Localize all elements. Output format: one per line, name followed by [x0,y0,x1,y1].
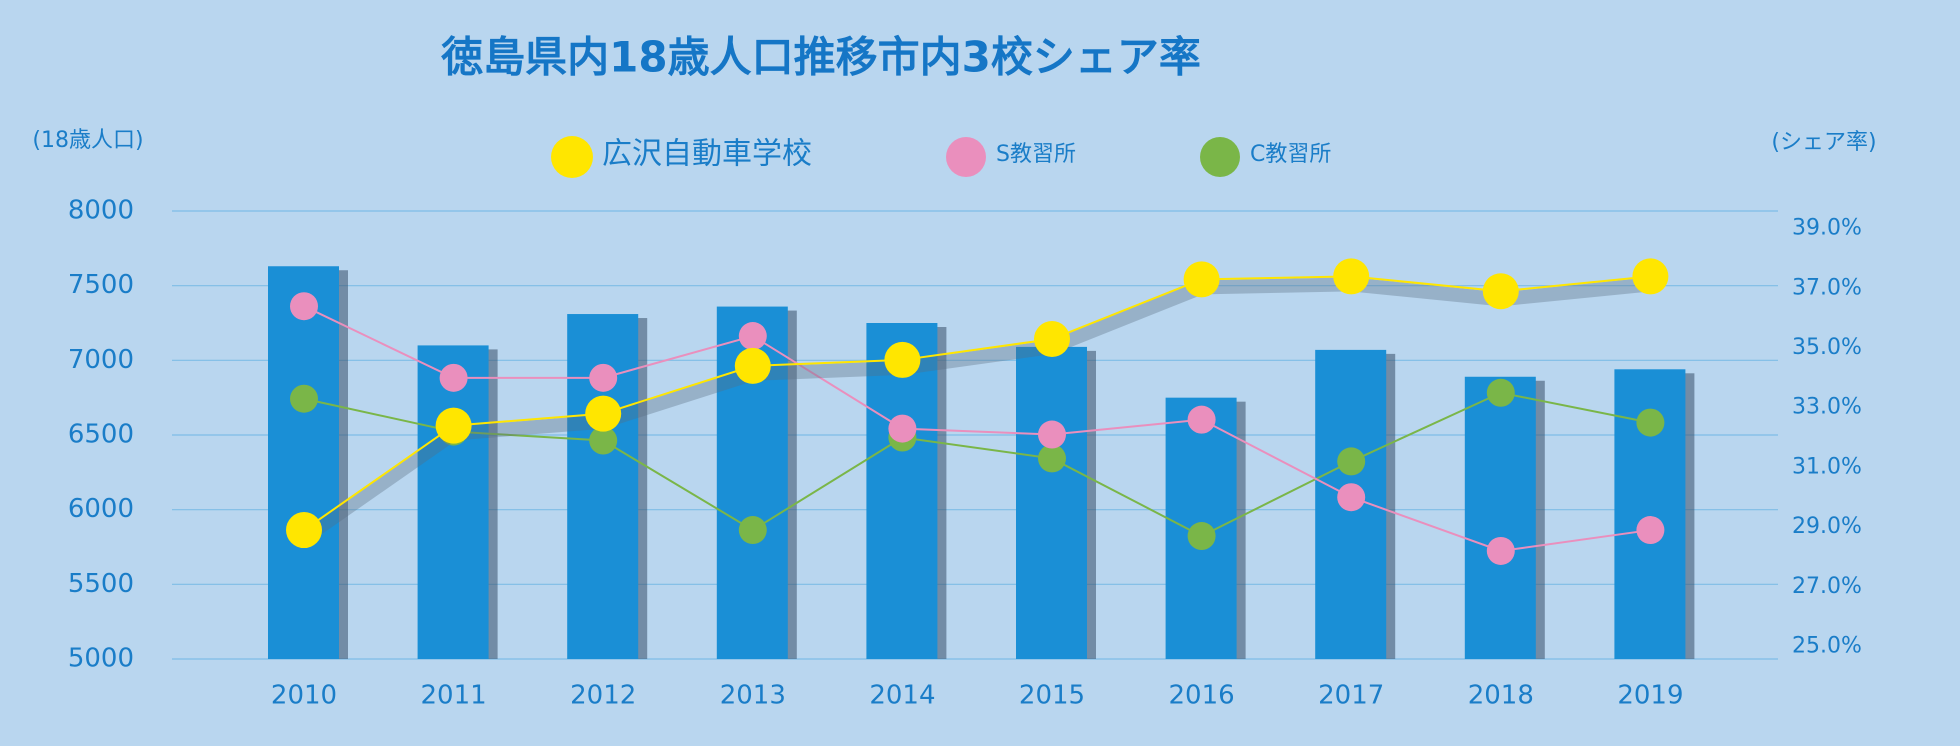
point [589,363,618,392]
y2-tick-label: 29.0% [1792,514,1862,539]
point [734,347,771,384]
point [1038,444,1066,473]
legend-label: C教習所 [1250,142,1331,167]
point [585,395,622,432]
point [1482,273,1519,310]
point [884,341,921,378]
x-tick-label: 2014 [869,681,935,711]
point [1034,321,1070,358]
y-tick-label: 8000 [68,196,134,226]
legend-marker [551,136,593,178]
point [1632,258,1669,295]
bar [417,345,489,659]
y2-tick-label: 39.0% [1792,216,1862,241]
point [1183,261,1220,298]
bar [866,323,938,659]
line-shadow [299,277,1652,544]
y-tick-label: 6000 [68,494,134,524]
line [303,275,1651,531]
y2-tick-label: 31.0% [1792,454,1862,479]
legend-marker [1200,137,1240,177]
y-tick-label: 7000 [68,345,134,375]
x-tick-label: 2019 [1617,681,1683,711]
point [1337,483,1366,512]
chart-title: 徳島県内18歳人口推移市内3校シェア率 [440,33,1201,82]
y-tick-label: 6500 [68,420,134,450]
point [1038,420,1066,449]
point [290,384,318,413]
point [1636,408,1665,437]
bar [268,266,339,659]
point [290,292,318,321]
y2-tick-label: 33.0% [1792,395,1862,420]
line [303,391,1651,538]
point [1333,258,1370,295]
point [738,516,767,545]
point [1486,378,1515,407]
y2-tick-label: 35.0% [1792,335,1862,360]
y-tick-label: 5500 [68,569,134,599]
y2-tick-label: 27.0% [1792,574,1862,599]
y-tick-label: 5000 [68,644,134,674]
point [1486,536,1515,565]
x-tick-label: 2010 [271,681,337,711]
x-tick-label: 2016 [1169,681,1235,711]
y2-tick-label: 37.0% [1792,275,1862,300]
point [589,426,618,455]
y-axis-label: (18歳人口) [32,128,143,153]
legend-label: 広沢自動車学校 [602,137,812,172]
x-tick-label: 2013 [720,681,786,711]
y2-axis-label: (シェア率) [1771,130,1876,155]
point [888,414,917,443]
y2-tick-label: 25.0% [1792,633,1862,658]
point [439,363,468,392]
line [303,305,1651,552]
y-tick-label: 7500 [68,270,134,300]
point [286,512,322,549]
x-tick-label: 2018 [1468,681,1534,711]
point [1337,447,1366,476]
legend-marker [946,137,986,177]
point [1187,405,1216,434]
point [1636,516,1665,545]
bar [1016,346,1087,659]
x-tick-label: 2017 [1318,681,1384,711]
point [1187,522,1216,551]
x-tick-label: 2015 [1019,681,1085,711]
point [435,407,472,444]
bar [1464,376,1536,659]
legend-label: S教習所 [996,142,1076,167]
point [738,322,767,351]
x-tick-label: 2011 [421,681,487,711]
x-tick-label: 2012 [570,681,636,711]
